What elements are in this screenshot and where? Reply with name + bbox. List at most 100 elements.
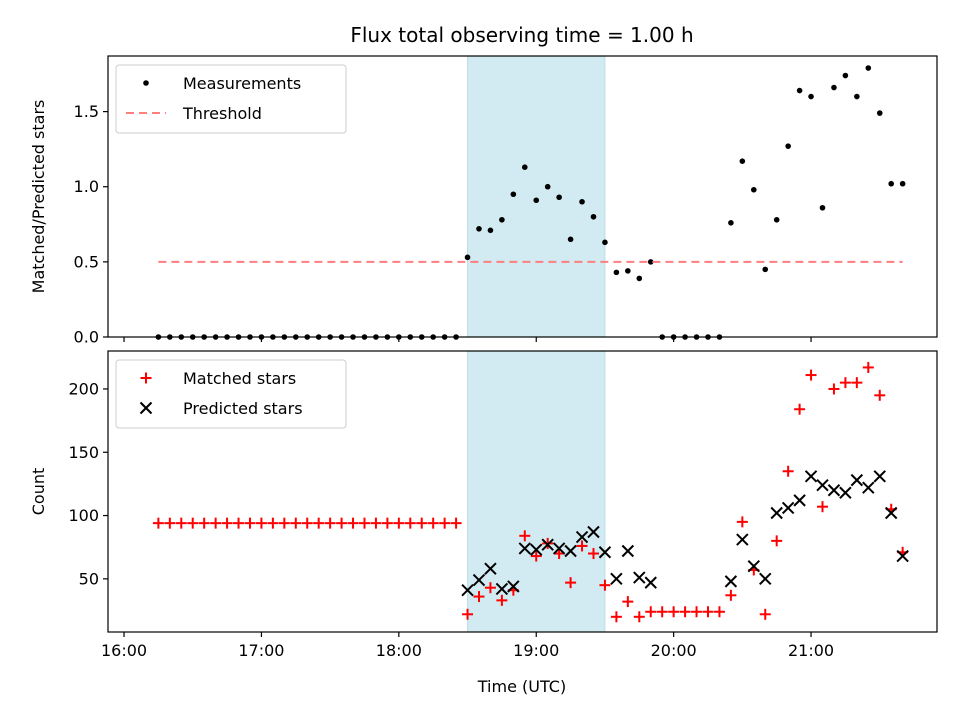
data-point [461,584,474,597]
data-point [313,517,325,529]
x-tick-label: 18:00 [376,641,422,660]
data-point [796,87,803,94]
y-tick-label: 100 [68,506,99,525]
data-point [828,383,840,395]
data-point [851,377,863,389]
data-point [896,549,909,563]
data-point [679,606,691,618]
legend-box [115,64,347,134]
data-point [839,486,852,499]
data-point [496,594,508,606]
data-point [644,576,657,589]
plot-frame [107,55,938,338]
data-point [598,546,612,559]
legend-marker [143,80,149,86]
data-point [805,369,817,381]
data-point [747,559,761,573]
data-point [827,484,841,497]
data-point [152,517,164,529]
y-tick-label: 0.0 [74,328,99,347]
data-point [278,517,290,529]
legend-entry: Matched stars [140,369,296,388]
data-point [427,517,439,529]
y-tick-label: 200 [68,379,99,398]
data-point [267,517,279,529]
legend-marker [140,372,152,384]
top-panel: 0.0 0.5 1.0 1.5 Matched/Predicted stars Measu… [29,55,938,347]
data-point [781,501,795,515]
data-point [255,517,267,529]
data-point [899,180,906,187]
data-point [544,183,551,190]
data-point [533,197,540,204]
data-point [499,216,505,223]
data-point [785,143,791,149]
data-point [187,517,199,529]
data-point [621,544,635,558]
data-point [816,501,828,513]
data-point [175,517,187,529]
data-point [416,517,428,529]
data-point [691,606,703,618]
data-point [613,269,620,276]
data-point [507,580,520,593]
legend: Measurements Threshold [115,64,347,134]
data-point [873,470,886,483]
data-point [473,591,485,603]
data-point [587,548,599,560]
data-point [336,517,348,529]
data-point [819,204,826,211]
y-tick-label: 150 [68,443,99,462]
data-point [221,517,233,529]
y-tick-label: 1.5 [74,102,99,121]
highlight-span [467,350,606,633]
data-point [564,544,577,558]
data-point [576,540,588,552]
legend-label: Predicted stars [183,399,303,418]
data-point [702,606,714,618]
data-point [636,275,643,282]
data-point [324,517,336,529]
data-point [782,465,794,477]
data-point [599,579,611,591]
data-point [874,389,886,401]
legend-entry: Threshold [126,104,262,123]
data-point [381,517,393,529]
data-point [510,191,517,198]
data-point [725,589,737,601]
data-point [484,582,496,594]
data-point [633,611,645,623]
data-point [610,611,622,623]
data-point [713,606,725,618]
data-point [370,517,382,529]
series-predicted-stars [461,470,909,597]
data-point [770,506,783,520]
data-point [724,575,738,588]
data-point [530,550,542,562]
x-tick-label: 21:00 [788,641,834,660]
data-point [518,542,531,555]
x-tick-label: 16:00 [101,641,147,660]
data-point [759,608,771,620]
data-point [633,571,646,584]
data-point [771,535,783,547]
data-point [808,93,814,100]
legend: Matched stars Predicted stars [115,359,347,429]
plot-frame [107,350,938,633]
data-point [210,517,222,529]
data-point [198,517,210,529]
data-point [625,268,631,274]
data-point [244,517,256,529]
data-point [668,606,680,618]
data-point [862,481,875,494]
x-tick-label: 19:00 [513,641,559,660]
data-point [301,517,313,529]
data-point [854,93,860,100]
y-axis-label: Count [29,468,48,516]
data-point [552,542,566,555]
data-point [842,72,849,79]
series-matched-stars [152,361,909,623]
data-point [464,254,471,261]
data-point [876,110,883,116]
